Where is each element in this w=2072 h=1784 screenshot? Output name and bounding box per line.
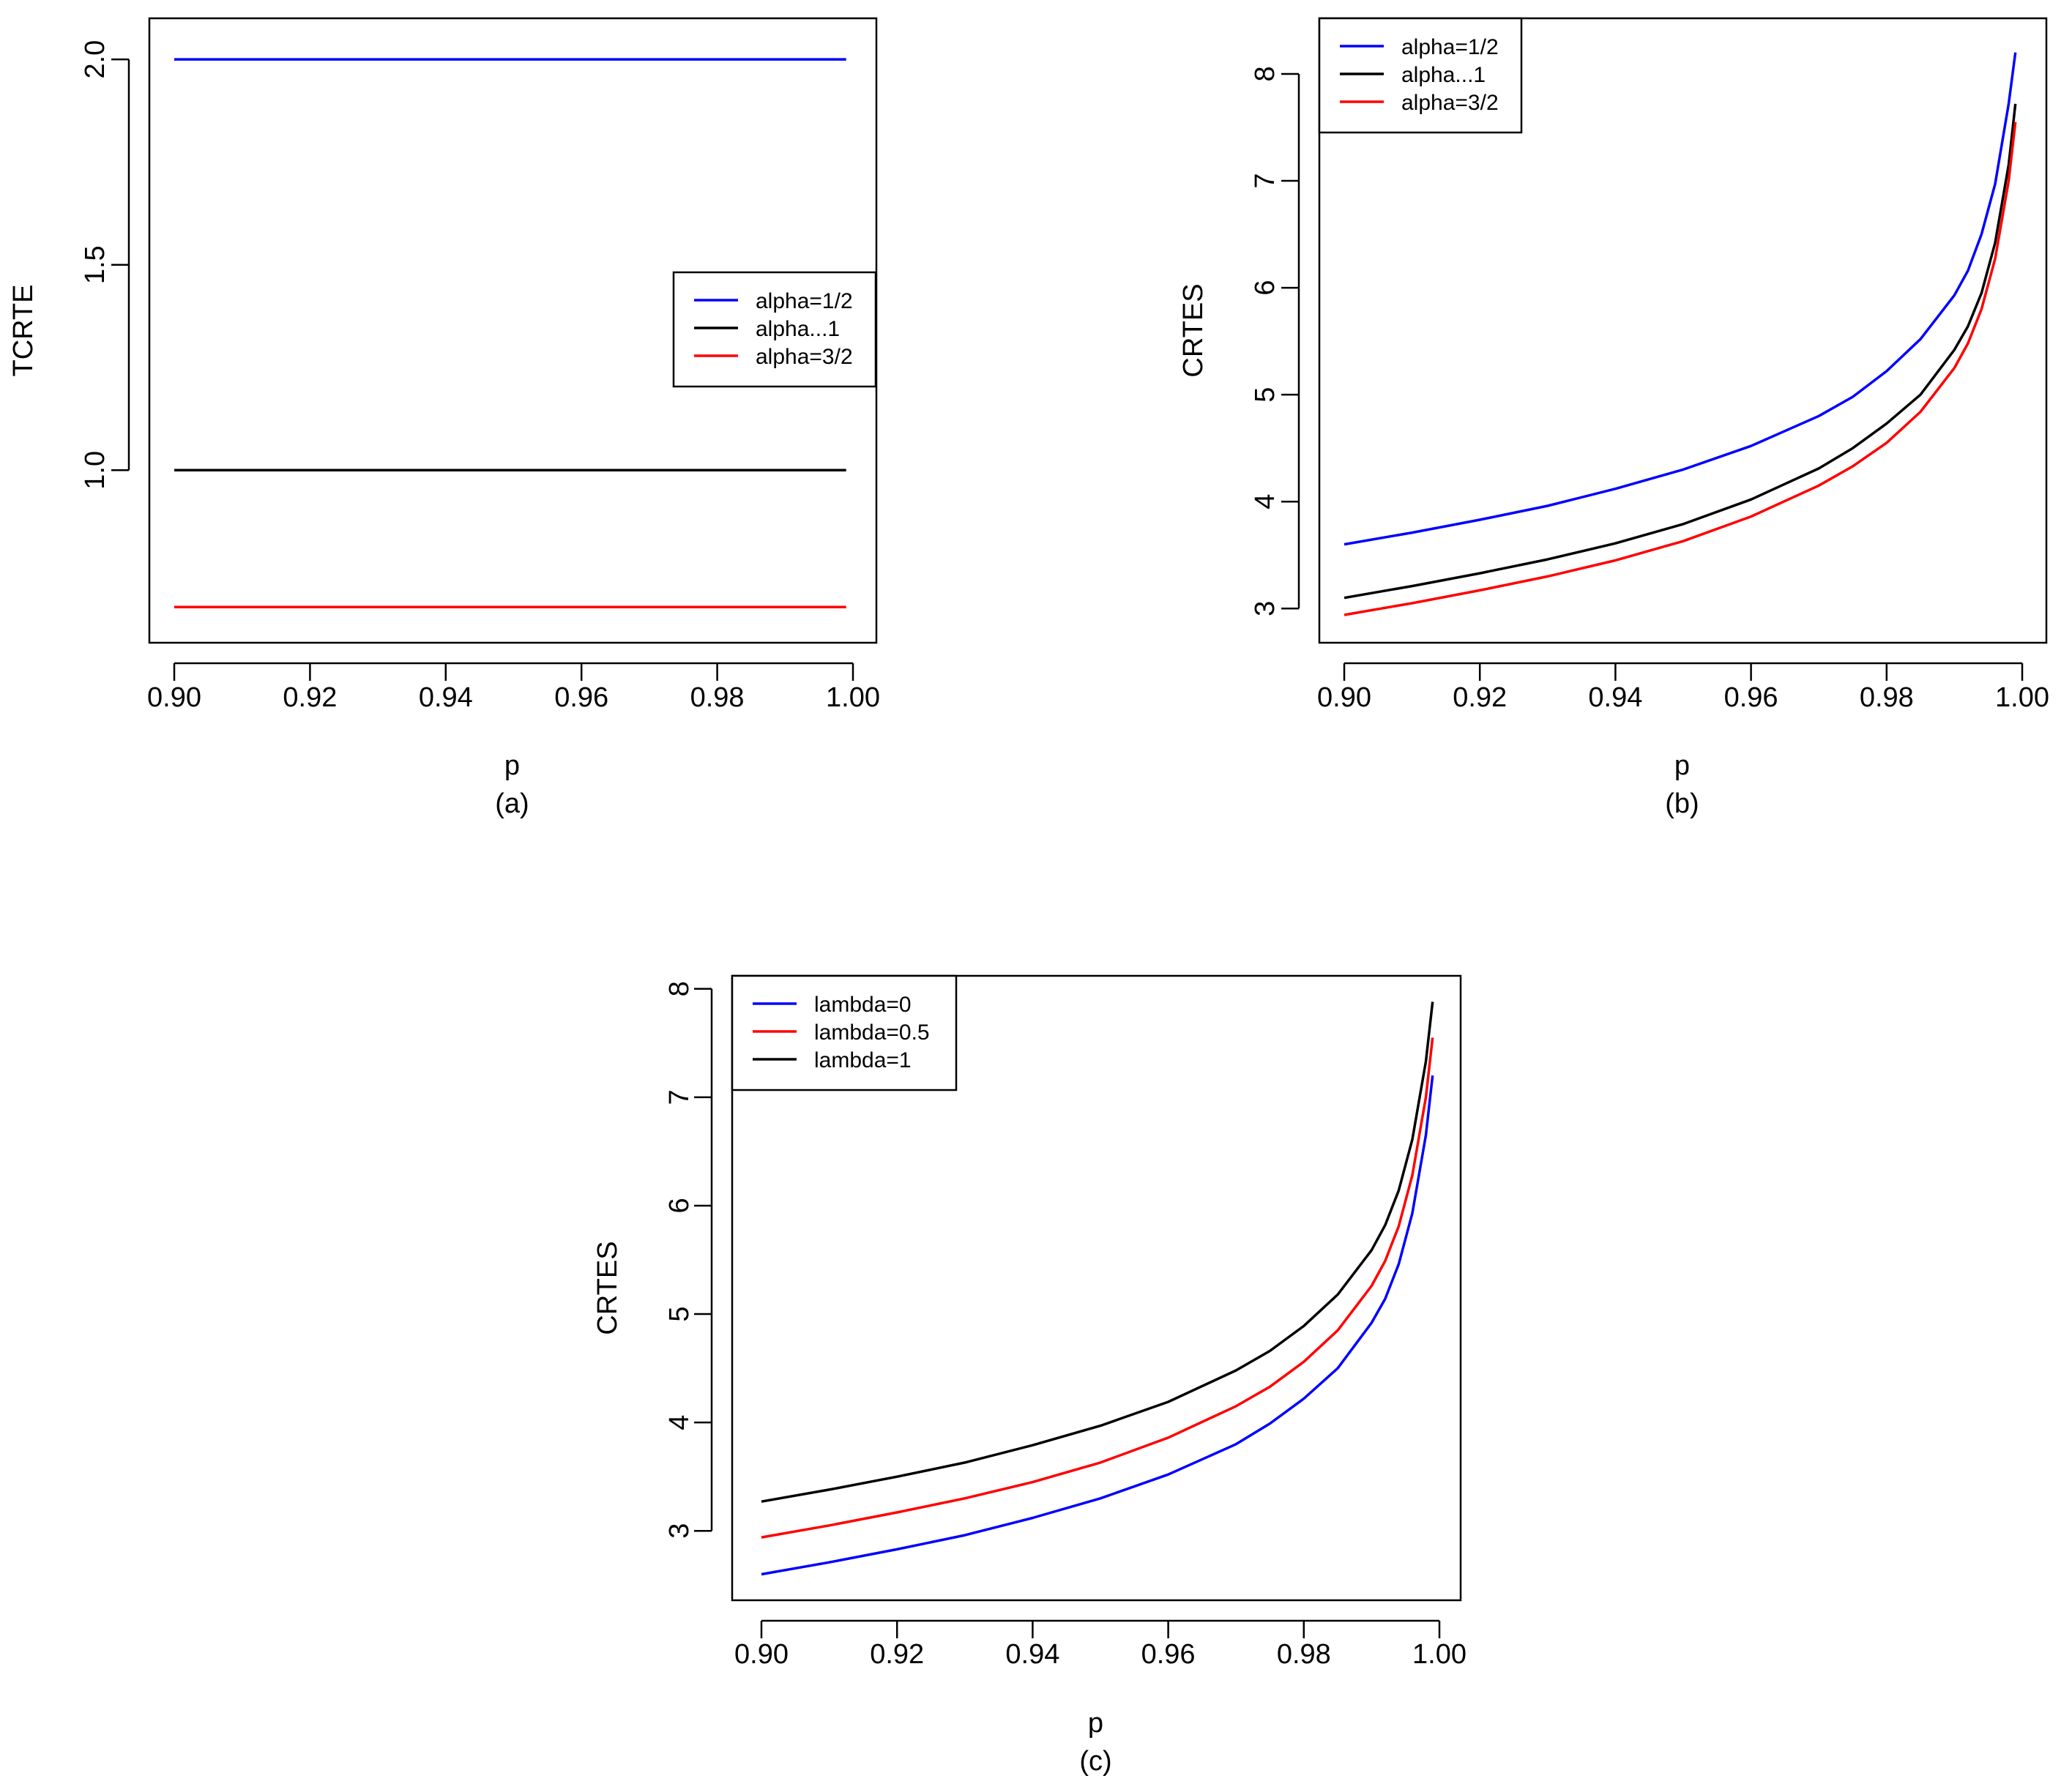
series-line-2 (1344, 103, 2017, 600)
legend: alpha=1/2 alpha...1 alpha=3/2 (1318, 17, 1523, 134)
x-tick-label: 0.92 (283, 682, 337, 713)
x-tick-label: 0.90 (734, 1639, 789, 1670)
legend-label: lambda=0.5 (814, 1020, 930, 1045)
y-tick-label: 2.0 (80, 40, 111, 79)
x-tick-label: 0.94 (1005, 1639, 1059, 1670)
plot-frame (731, 974, 1462, 1602)
chart-panel-a: 0.90 0.92 0.94 0.96 0.98 1.00 1.0 1.5 2.0 p (a) TCR… (8, 17, 880, 819)
series-line-3 (761, 1001, 1434, 1503)
legend-label: alpha...1 (1401, 63, 1486, 87)
y-tick-label: 5 (664, 1306, 695, 1321)
legend-label: alpha=1/2 (1401, 35, 1499, 59)
legend-label: alpha=3/2 (756, 345, 853, 369)
y-tick-label: 8 (664, 981, 695, 996)
x-tick-label: 0.98 (690, 682, 745, 713)
y-tick-label: 3 (664, 1523, 695, 1539)
y-tick-label: 4 (664, 1415, 695, 1430)
x-tick-label: 0.96 (554, 682, 608, 713)
legend-label: alpha=3/2 (1401, 91, 1499, 115)
y-tick-label: 7 (1250, 173, 1281, 188)
plot-frame (1318, 17, 2048, 644)
y-tick-label: 1.5 (80, 245, 111, 284)
x-axis-title: p (504, 750, 520, 781)
x-tick-label: 0.98 (1277, 1639, 1331, 1670)
y-tick-label: 7 (664, 1089, 695, 1105)
y-axis-title: CRTES (1178, 283, 1209, 377)
y-tick-label: 4 (1250, 494, 1281, 510)
x-axis-title: p (1088, 1708, 1103, 1739)
x-tick-label: 0.92 (1453, 682, 1507, 713)
legend-box (1318, 17, 1523, 134)
y-tick-label: 6 (1250, 280, 1281, 296)
x-tick-label: 0.90 (1317, 682, 1371, 713)
x-tick-label: 1.00 (1412, 1639, 1467, 1670)
x-tick-label: 0.92 (870, 1639, 924, 1670)
y-tick-label: 6 (664, 1198, 695, 1213)
chart-panel-b: 0.90 0.92 0.94 0.96 0.98 1.00 3 4 5 6 7 8 p (b) CRTES a… (1178, 17, 2049, 819)
y-tick-label: 3 (1250, 601, 1281, 616)
y-tick-label: 5 (1250, 387, 1281, 403)
series-line-3 (1344, 122, 2017, 616)
x-axis-title: p (1674, 750, 1690, 781)
x-tick-label: 0.96 (1724, 682, 1778, 713)
x-tick-label: 1.00 (1995, 682, 2049, 713)
panel-sublabel: (c) (1079, 1746, 1111, 1777)
legend: lambda=0 lambda=0.5 lambda=1 (731, 974, 958, 1091)
series-line-2 (761, 1037, 1434, 1539)
x-tick-label: 1.00 (826, 682, 880, 713)
x-tick-label: 0.90 (147, 682, 201, 713)
legend-label: alpha=1/2 (756, 289, 853, 313)
legend-label: alpha...1 (756, 317, 840, 341)
legend: alpha=1/2 alpha...1 alpha=3/2 (672, 271, 877, 388)
panel-sublabel: (a) (495, 788, 529, 819)
x-tick-label: 0.94 (1588, 682, 1642, 713)
y-tick-label: 1.0 (80, 451, 111, 490)
panel-sublabel: (b) (1665, 788, 1699, 819)
legend-box (731, 974, 958, 1091)
legend-label: lambda=1 (814, 1048, 912, 1072)
series-line-1 (1344, 52, 2017, 546)
x-tick-label: 0.96 (1141, 1639, 1196, 1670)
series-line-1 (761, 1075, 1434, 1576)
legend-box (672, 271, 877, 388)
y-axis-title: TCRTE (8, 285, 39, 377)
chart-panel-c: 0.90 0.92 0.94 0.96 0.98 1.00 3 4 5 6 7 8 p (c) CRTES l… (592, 974, 1467, 1777)
x-tick-label: 0.98 (1860, 682, 1914, 713)
x-tick-label: 0.94 (419, 682, 473, 713)
y-tick-label: 8 (1250, 66, 1281, 81)
legend-label: lambda=0 (814, 993, 912, 1017)
y-axis-title: CRTES (592, 1241, 623, 1335)
